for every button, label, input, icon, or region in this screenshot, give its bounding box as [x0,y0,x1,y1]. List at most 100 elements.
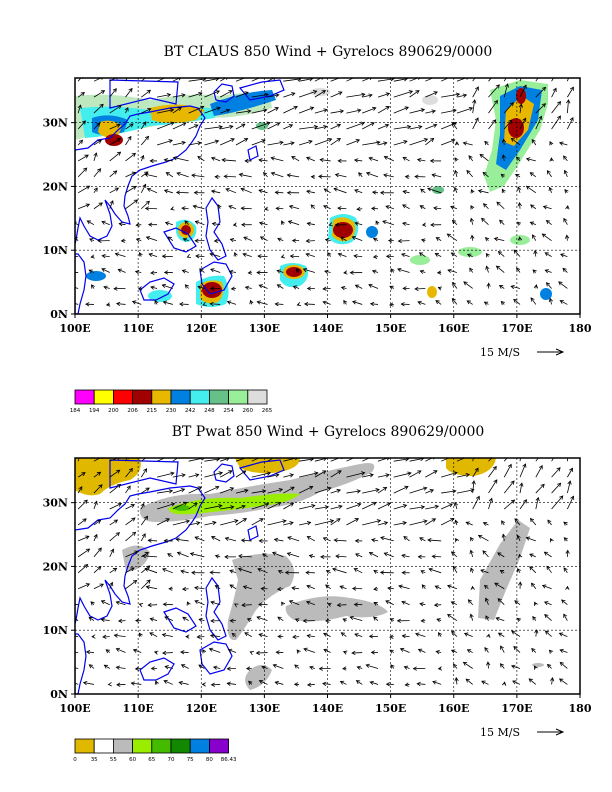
wind-arrow-icon [251,122,271,130]
wind-arrow-icon [452,282,458,289]
wind-arrow-icon [330,110,344,114]
wind-arrow-icon [451,630,458,637]
wind-arrow-icon [435,585,442,590]
wind-arrow-icon [109,124,121,130]
wind-arrow-icon [354,159,363,162]
reference-vector-label: 15 M/S [480,726,520,739]
wind-arrow-icon [530,518,537,526]
wind-arrow-icon [283,474,294,478]
wind-arrow-icon [278,570,284,574]
wind-arrow-icon [204,140,219,146]
wind-arrow-icon [511,630,521,637]
wind-arrow-icon [307,222,315,226]
wind-arrow-icon [516,156,521,162]
wind-arrow-icon [298,107,314,114]
wind-arrow-icon [93,471,101,478]
wind-arrow-icon [259,222,268,226]
wind-arrow-icon [425,470,438,478]
wind-arrow-icon [330,91,343,98]
wind-arrow-icon [307,635,315,637]
wind-arrow-icon [346,503,361,510]
wind-arrow-icon [245,286,252,289]
wind-arrow-icon [409,78,419,82]
wind-arrow-icon [488,458,493,462]
wind-arrow-icon [259,284,268,289]
wind-arrow-icon [471,235,474,241]
colorbar-label: 265 [262,408,273,414]
wind-arrow-icon [558,281,568,289]
wind-arrow-icon [499,219,505,225]
wind-arrow-icon [101,619,110,622]
wind-arrow-icon [425,110,436,114]
wind-arrow-icon [277,270,284,273]
wind-arrow-icon [219,90,233,98]
wind-arrow-icon [77,167,87,178]
wind-arrow-icon [562,268,568,273]
wind-arrow-icon [377,502,391,510]
wind-arrow-icon [116,303,126,305]
wind-arrow-icon [545,630,552,637]
wind-arrow-icon [393,140,408,146]
wind-arrow-icon [77,92,85,98]
wind-arrow-icon [299,78,313,82]
wind-arrow-icon [456,107,473,114]
wind-arrow-icon [468,599,473,605]
wind-arrow-icon [109,532,120,542]
wind-arrow-icon [77,185,90,194]
wind-arrow-icon [402,156,410,162]
wind-arrow-icon [225,188,237,194]
wind-arrow-icon [109,151,121,162]
wind-arrow-icon [235,91,249,98]
wind-arrow-icon [566,458,569,462]
wind-arrow-icon [352,301,363,305]
wind-arrow-icon [366,172,379,178]
wind-arrow-icon [220,520,238,526]
wind-arrow-icon [530,297,537,305]
wind-arrow-icon [362,122,375,130]
wind-arrow-icon [77,120,86,130]
wind-arrow-icon [393,522,407,526]
wind-arrow-icon [403,536,410,542]
wind-arrow-icon [528,678,537,685]
colorbar-swatch [151,738,172,754]
wind-arrow-icon [567,86,574,98]
wind-arrow-icon [447,233,458,241]
wind-arrow-icon [261,666,268,669]
wind-arrow-icon [231,633,237,637]
wind-arrow-icon [299,458,314,462]
wind-arrow-icon [166,172,174,178]
wind-arrow-icon [238,568,252,574]
wind-arrow-icon [324,270,331,273]
wind-arrow-icon [222,159,237,162]
wind-arrow-icon [188,106,204,114]
wind-arrow-icon [314,90,326,98]
wind-arrow-icon [132,301,142,305]
wind-arrow-icon [470,550,474,557]
x-tick-label: 150E [375,702,406,715]
wind-arrow-icon [456,489,474,494]
wind-arrow-icon [314,506,329,510]
wind-arrow-icon [78,535,90,542]
wind-arrow-icon [503,139,505,146]
wind-arrow-icon [451,649,458,653]
wind-arrow-icon [109,567,117,574]
wind-arrow-icon [259,159,268,162]
wind-arrow-icon [415,633,426,637]
wind-arrow-icon [529,566,537,574]
wind-arrow-icon [314,126,327,130]
wind-arrow-icon [322,301,331,305]
wind-arrow-icon [400,648,410,653]
wind-arrow-icon [393,486,409,494]
wind-arrow-icon [483,203,489,210]
wind-arrow-icon [125,567,135,574]
wind-arrow-icon [78,203,90,210]
wind-arrow-icon [517,535,521,542]
wind-arrow-icon [267,141,284,146]
wind-arrow-icon [559,142,568,146]
wind-arrow-icon [535,484,545,494]
wind-arrow-icon [188,124,199,130]
wind-arrow-icon [409,506,425,510]
wind-arrow-icon [417,159,426,162]
wind-arrow-icon [116,648,126,653]
wind-arrow-icon [188,486,202,494]
